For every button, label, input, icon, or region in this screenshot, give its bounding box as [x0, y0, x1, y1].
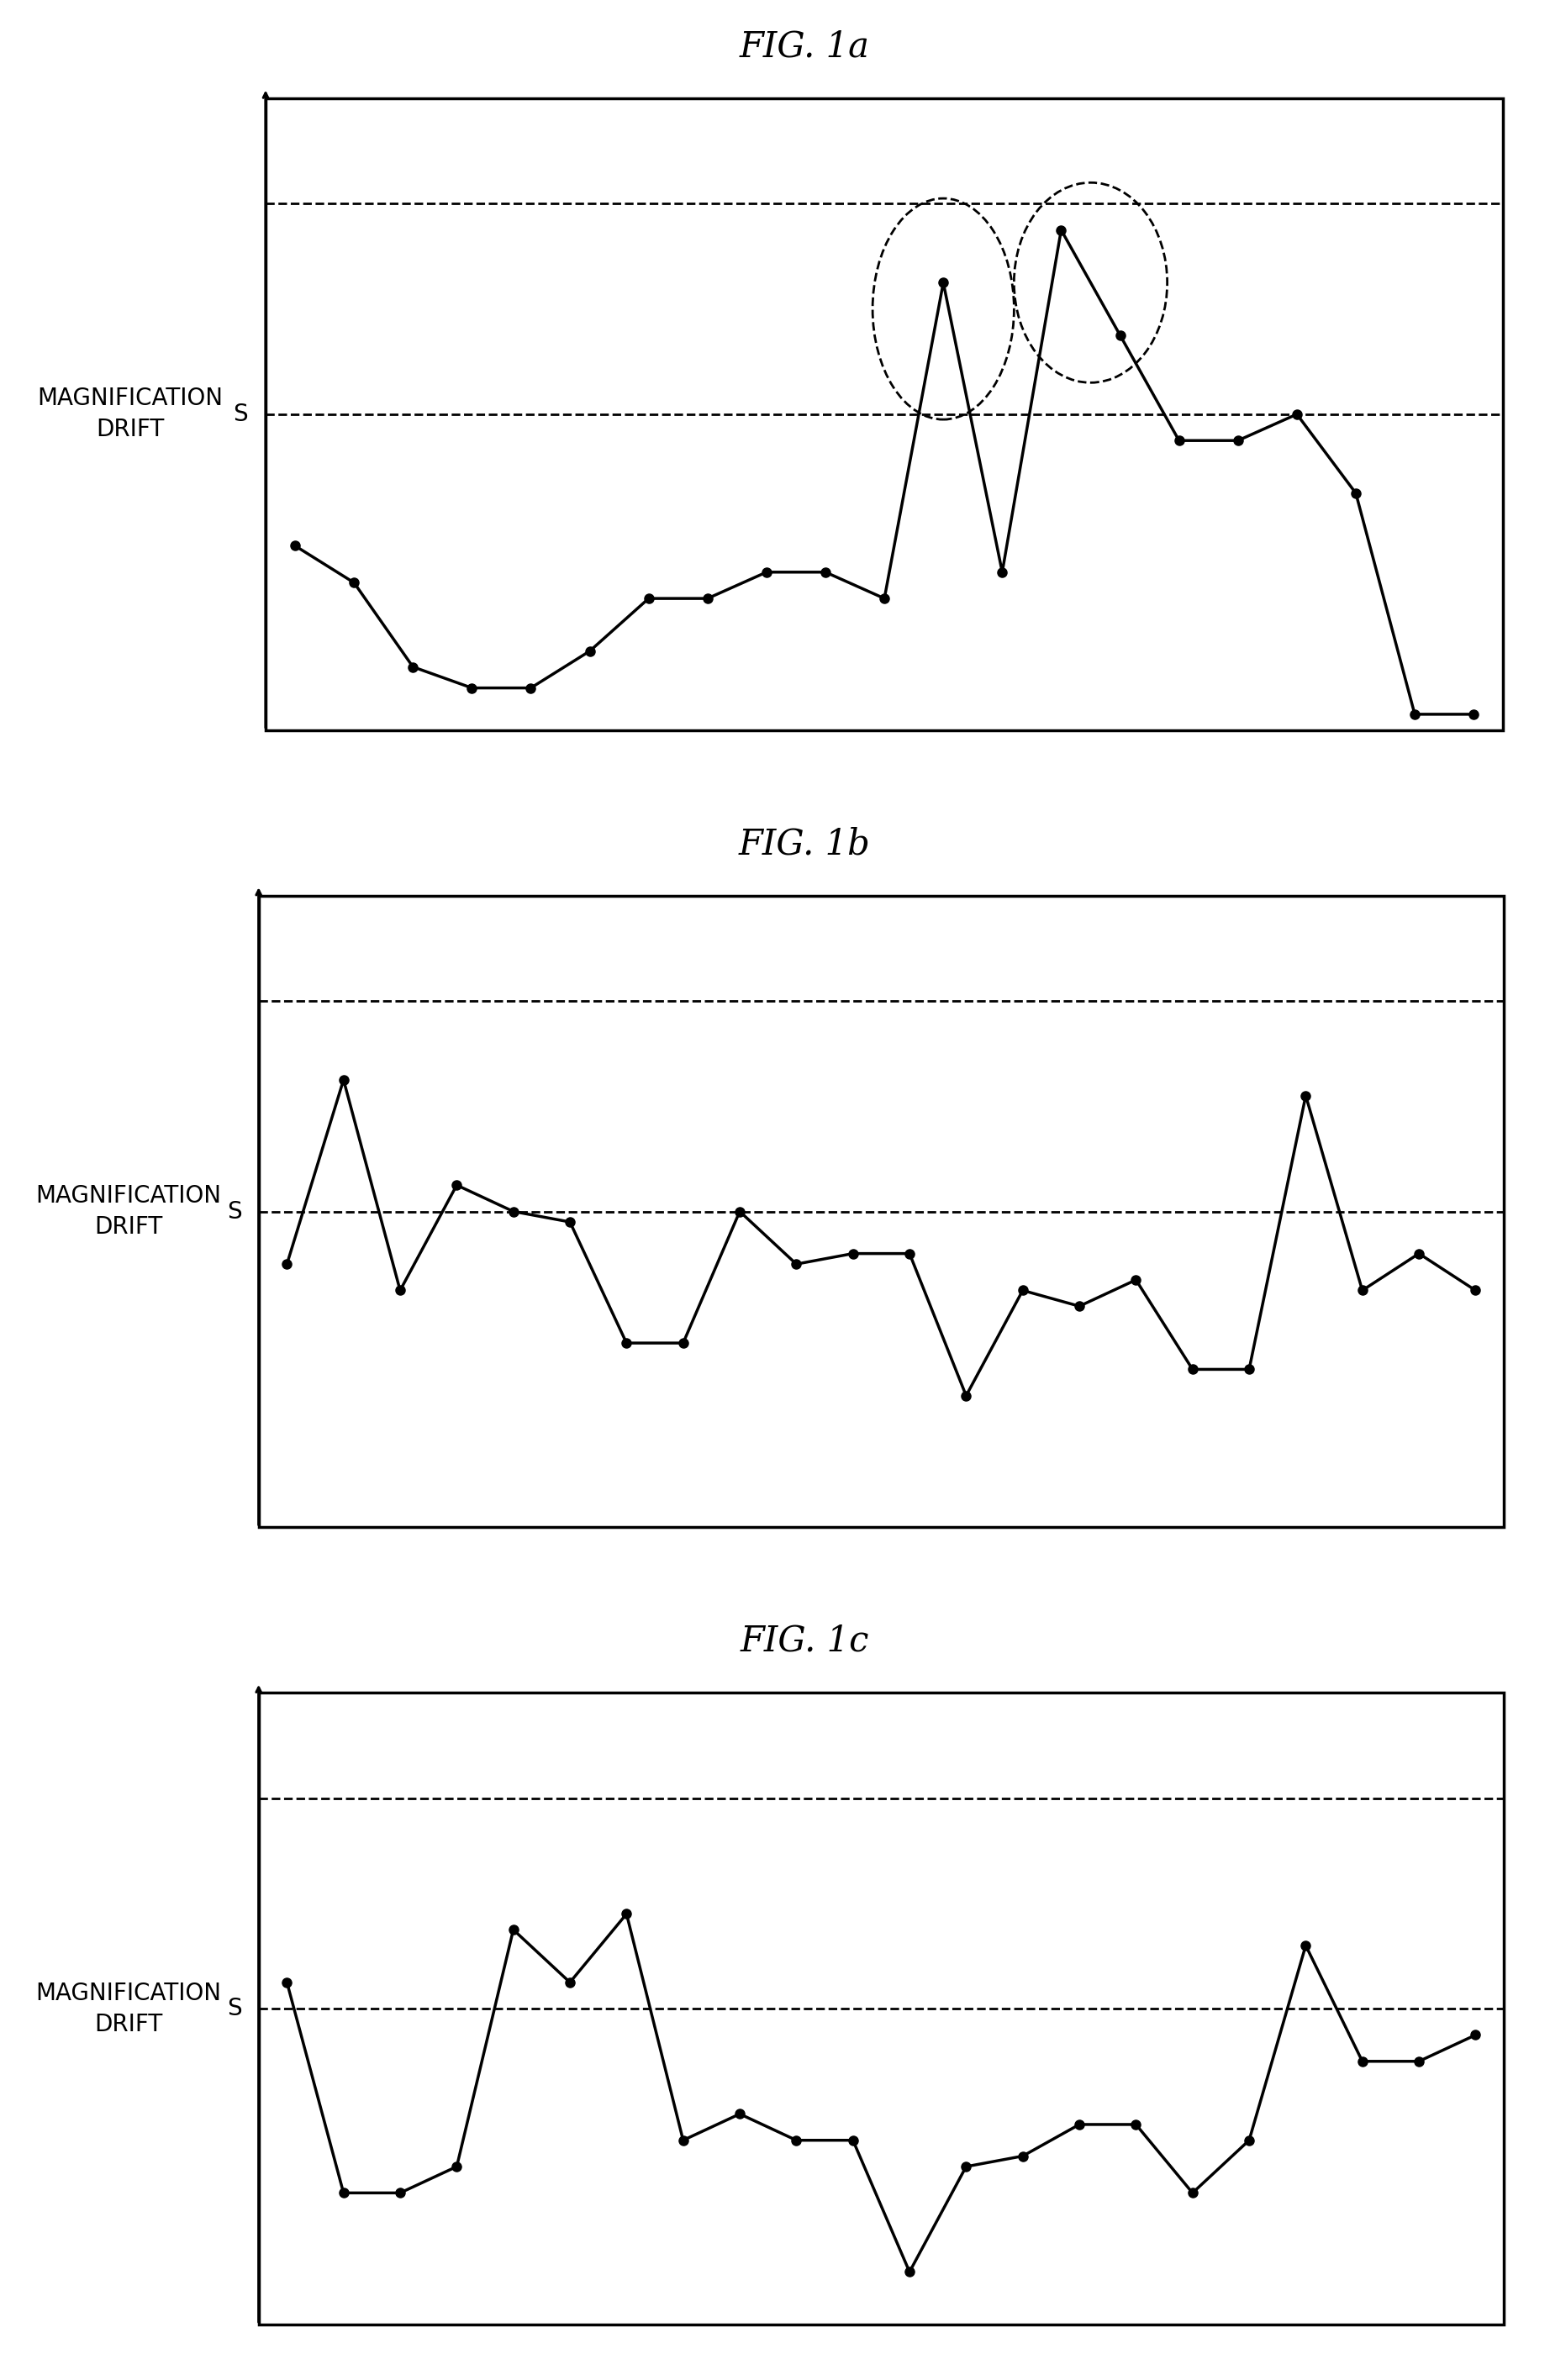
- Bar: [265, 98, 1503, 731]
- Bar: [259, 1692, 1504, 2325]
- Title: FIG. 1c: FIG. 1c: [741, 1623, 870, 1659]
- Title: FIG. 1a: FIG. 1a: [739, 29, 870, 64]
- Text: S: S: [232, 402, 248, 426]
- Bar: [259, 895, 1504, 1528]
- Text: S: S: [226, 1997, 242, 2021]
- Title: FIG. 1b: FIG. 1b: [739, 826, 871, 862]
- Text: MAGNIFICATION
DRIFT: MAGNIFICATION DRIFT: [36, 1185, 222, 1238]
- Text: MAGNIFICATION
DRIFT: MAGNIFICATION DRIFT: [36, 1983, 222, 2035]
- Text: S: S: [226, 1200, 242, 1223]
- Text: MAGNIFICATION
DRIFT: MAGNIFICATION DRIFT: [37, 388, 223, 440]
